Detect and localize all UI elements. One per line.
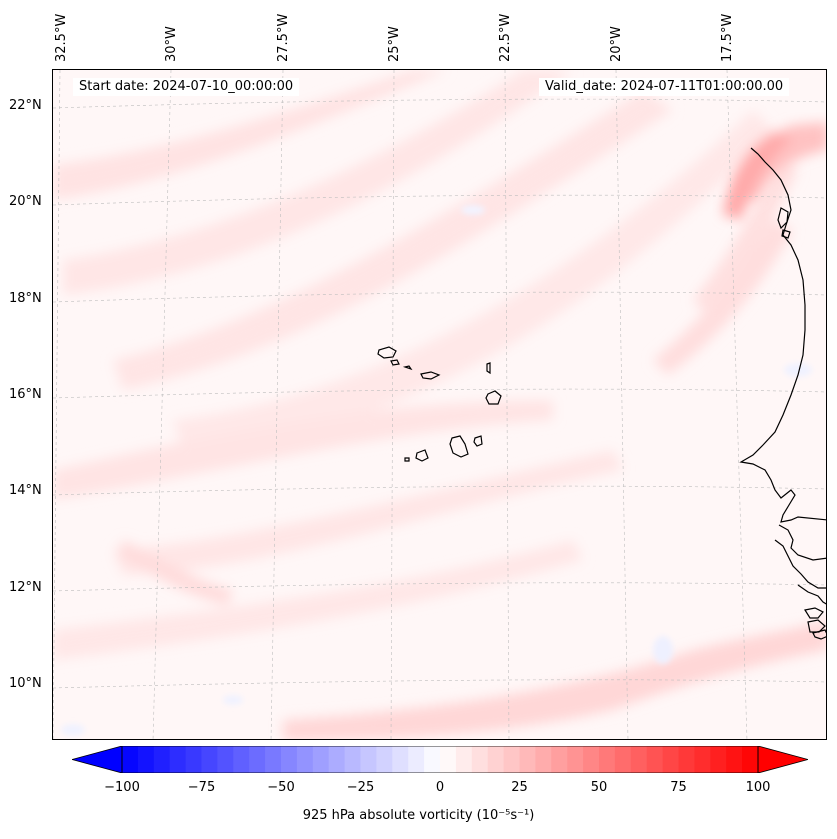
colorbar-cell	[408, 746, 425, 773]
colorbar-cell	[455, 746, 473, 773]
colorbar-cell	[583, 746, 600, 773]
colorbar-tick-neg100: −100	[104, 780, 140, 795]
colorbar-cell	[249, 746, 266, 773]
colorbar-cell	[487, 746, 505, 773]
colorbar-cell	[265, 746, 282, 773]
colorbar-cell	[137, 746, 155, 773]
colorbar-cell	[169, 746, 187, 773]
colorbar-cell	[694, 746, 711, 773]
start-date-label: Start date: 2024-07-10_00:00:00	[73, 78, 300, 96]
colorbar-tick-neg75: −75	[187, 780, 216, 795]
lat-label-10n: 10°N	[9, 676, 42, 691]
colorbar-max-arrow	[757, 745, 810, 774]
lon-label-17-5w: 17.5°W	[720, 13, 735, 62]
colorbar-cell	[440, 746, 457, 773]
vorticity-map	[52, 69, 827, 740]
graticule	[53, 70, 826, 739]
colorbar-cell	[678, 746, 695, 773]
colorbar-cell	[567, 746, 584, 773]
colorbar-cell	[424, 746, 441, 773]
colorbar-tick-75: 75	[670, 780, 687, 795]
colorbar-cell	[726, 746, 743, 773]
colorbar-cell	[312, 746, 330, 773]
colorbar-cell	[503, 746, 520, 773]
colorbar-cell	[185, 746, 202, 773]
negative-vorticity-patches	[61, 205, 812, 736]
colorbar-cell	[551, 746, 568, 773]
colorbar-cell	[742, 746, 759, 773]
colorbar-cell	[376, 746, 393, 773]
valid-date-label: Valid_date: 2024-07-11T01:00:00.00	[539, 78, 790, 96]
colorbar-cells	[122, 746, 759, 773]
colorbar-min-arrow	[70, 745, 123, 774]
vorticity-bands	[53, 70, 826, 739]
colorbar-cell	[710, 746, 727, 773]
colorbar-cell	[217, 746, 234, 773]
lon-label-32-5w: 32.5°W	[54, 13, 69, 62]
colorbar-cell	[614, 746, 632, 773]
colorbar-cell	[535, 746, 552, 773]
colorbar-cell	[344, 746, 361, 773]
colorbar-tick-neg25: −25	[346, 780, 375, 795]
colorbar-tick-50: 50	[590, 780, 608, 795]
colorbar-cell	[201, 746, 218, 773]
colorbar-cell	[519, 746, 536, 773]
lon-label-25w: 25°W	[387, 26, 402, 62]
colorbar-cell	[360, 746, 377, 773]
colorbar-cell	[328, 746, 346, 773]
lat-label-12n: 12°N	[9, 580, 42, 595]
colorbar-label: 925 hPa absolute vorticity (10⁻⁵s⁻¹)	[302, 808, 535, 823]
lat-label-16n: 16°N	[9, 387, 42, 402]
lat-label-22n: 22°N	[9, 98, 42, 113]
colorbar-cell	[392, 746, 409, 773]
colorbar-tick-0: 0	[435, 780, 445, 795]
colorbar	[70, 745, 810, 777]
colorbar-cell	[296, 746, 314, 773]
lon-label-27-5w: 27.5°W	[276, 13, 291, 62]
colorbar-cell	[233, 746, 250, 773]
vorticity-field	[53, 70, 826, 739]
african-coastline	[739, 147, 826, 640]
colorbar-cell	[662, 746, 679, 773]
colorbar-cell	[471, 746, 489, 773]
colorbar-tick-25: 25	[511, 780, 528, 795]
lat-label-14n: 14°N	[9, 483, 42, 498]
colorbar-cell	[153, 746, 171, 773]
colorbar-cell	[599, 746, 616, 773]
cape-verde-islands	[377, 346, 502, 462]
colorbar-tick-neg50: −50	[267, 780, 295, 795]
colorbar-cell	[646, 746, 664, 773]
lat-label-18n: 18°N	[9, 291, 42, 306]
colorbar-cell	[281, 746, 298, 773]
lon-label-22-5w: 22.5°W	[498, 13, 513, 62]
lon-label-20w: 20°W	[609, 26, 624, 62]
colorbar-cell	[630, 746, 648, 773]
lat-label-20n: 20°N	[9, 194, 42, 209]
strong-vorticity-streak	[723, 122, 826, 220]
colorbar-cell	[122, 746, 139, 773]
lon-label-30w: 30°W	[164, 26, 179, 62]
colorbar-tick-100: 100	[745, 780, 771, 795]
